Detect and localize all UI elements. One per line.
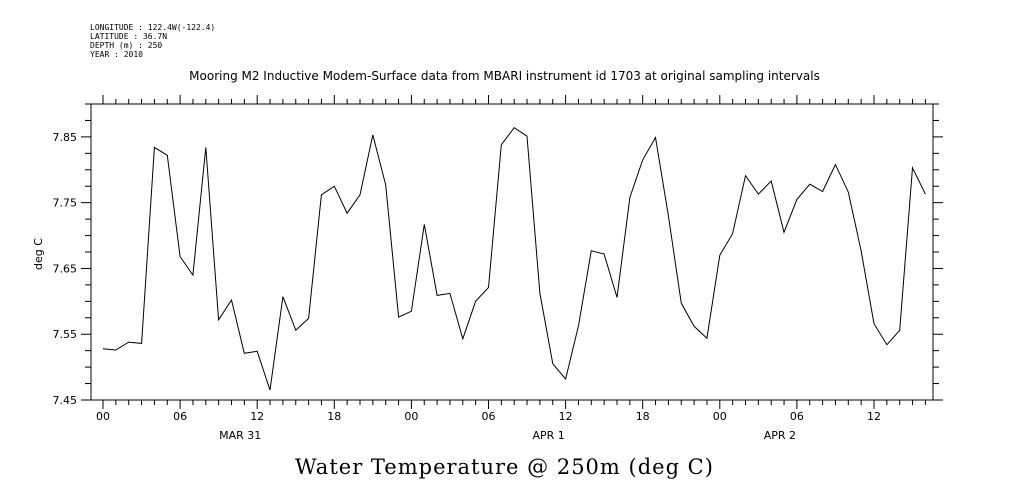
y-axis-label: deg C bbox=[32, 238, 45, 270]
x-tick-label: 00 bbox=[713, 410, 727, 423]
y-tick-label: 7.65 bbox=[53, 262, 78, 275]
x-tick-label: 06 bbox=[173, 410, 187, 423]
data-series bbox=[102, 127, 926, 391]
x-tick-label: 12 bbox=[250, 410, 264, 423]
y-tick-label: 7.45 bbox=[53, 394, 78, 407]
series-line bbox=[102, 127, 926, 391]
x-tick-label: 18 bbox=[636, 410, 650, 423]
y-tick-label: 7.55 bbox=[53, 328, 78, 341]
plot-frame bbox=[90, 103, 934, 401]
x-day-label: APR 2 bbox=[764, 429, 796, 442]
bottom-title: Water Temperature @ 250m (deg C) bbox=[295, 455, 714, 479]
x-axis-ticks: 00 06 12 18 00 06 12 18 00 06 12 MAR 31 APR 1 APR 2 bbox=[96, 95, 926, 442]
longitude-label: LONGITUDE : 122.4W(-122.4) bbox=[90, 23, 216, 32]
year-label: YEAR : 2010 bbox=[90, 50, 143, 59]
x-day-label: APR 1 bbox=[532, 429, 564, 442]
x-tick-label: 06 bbox=[790, 410, 804, 423]
chart-title: Mooring M2 Inductive Modem-Surface data … bbox=[189, 69, 820, 83]
x-tick-label: 18 bbox=[327, 410, 341, 423]
y-tick-label: 7.75 bbox=[53, 197, 78, 210]
x-tick-label: 12 bbox=[559, 410, 573, 423]
y-axis-ticks: 7.45 7.55 7.65 7.75 7.85 bbox=[53, 103, 943, 407]
x-day-label: MAR 31 bbox=[219, 429, 261, 442]
latitude-label: LATITUDE : 36.7N bbox=[90, 32, 168, 41]
x-tick-label: 06 bbox=[482, 410, 496, 423]
depth-label: DEPTH (m) : 250 bbox=[90, 41, 163, 50]
x-tick-label: 12 bbox=[867, 410, 881, 423]
x-tick-label: 00 bbox=[96, 410, 110, 423]
x-tick-label: 00 bbox=[404, 410, 418, 423]
y-tick-label: 7.85 bbox=[53, 131, 78, 144]
